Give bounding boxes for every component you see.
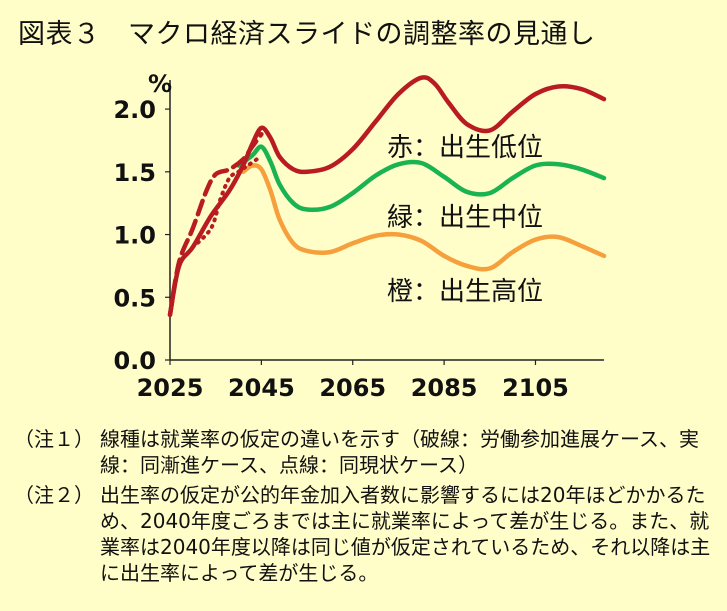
series-line-2: [240, 163, 607, 272]
series-label-1: 赤：出生低位: [387, 133, 543, 163]
y-tick-label: 1.5: [113, 159, 156, 187]
x-tick-label: 2065: [319, 374, 386, 402]
y-tick-label: 0.5: [113, 284, 156, 312]
note-1: （注１） 線種は就業率の仮定の違いを示す（破線：労働参加進展ケース、実線：同漸進…: [14, 426, 720, 478]
series-label-2: 緑：出生中位: [387, 203, 543, 233]
x-tick-label: 2105: [502, 374, 569, 402]
page-title: 図表３ マクロ経済スライドの調整率の見通し: [18, 19, 596, 50]
note-2: （注２） 出生率の仮定が公的年金加入者数に影響するには20年ほどかかるため、20…: [14, 482, 720, 586]
series-line-0: [167, 75, 607, 318]
series-line-4: [190, 157, 259, 250]
chart: 0.0 0.5 1.0 1.5 2.0% 2025 2045 2065 2085 2105 赤：出…: [0, 60, 727, 420]
y-tick-label: 1.0: [113, 222, 156, 250]
x-tick-label: 2085: [411, 374, 478, 402]
chart-series: [167, 75, 607, 318]
x-tick-label: 2045: [228, 374, 295, 402]
chart-axes: 0.0 0.5 1.0 1.5 2.0% 2025 2045 2065 2085 2105: [113, 70, 604, 402]
y-tick-label: 0.0: [113, 347, 156, 375]
note-1-text: 線種は就業率の仮定の違いを示す（破線：労働参加進展ケース、実線：同漸進ケース、点…: [100, 427, 699, 477]
note-2-text: 出生率の仮定が公的年金加入者数に影響するには20年ほどかかるため、2040年度ご…: [100, 483, 711, 585]
y-tick-label: 2.0: [113, 96, 156, 124]
x-tick-label: 2025: [137, 374, 204, 402]
y-unit-label: %: [148, 70, 172, 98]
line-chart: 0.0 0.5 1.0 1.5 2.0% 2025 2045 2065 2085 2105 赤：出…: [113, 70, 607, 402]
series-label-3: 橙：出生高位: [387, 277, 543, 307]
note-2-tag: （注２）: [14, 483, 94, 507]
series-line-1: [236, 144, 607, 212]
note-1-tag: （注１）: [14, 427, 94, 451]
notes: （注１） 線種は就業率の仮定の違いを示す（破線：労働参加進展ケース、実線：同漸進…: [14, 426, 720, 590]
